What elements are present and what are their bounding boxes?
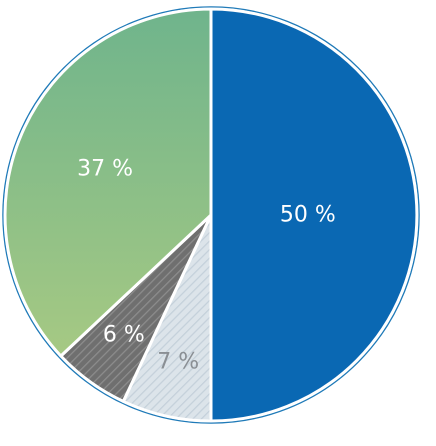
slice-37 [3,7,213,358]
pie-outline [2,6,420,424]
data-label-slice-6: 6 % [103,322,145,347]
pie-slices [3,7,419,423]
data-label-slice-50: 50 % [280,203,336,228]
data-label-slice-37: 37 % [77,157,133,182]
pie-labels: 50 % 7 % 6 % 37 % [77,157,336,375]
slice-50 [209,7,419,423]
data-label-slice-7: 7 % [157,349,199,374]
